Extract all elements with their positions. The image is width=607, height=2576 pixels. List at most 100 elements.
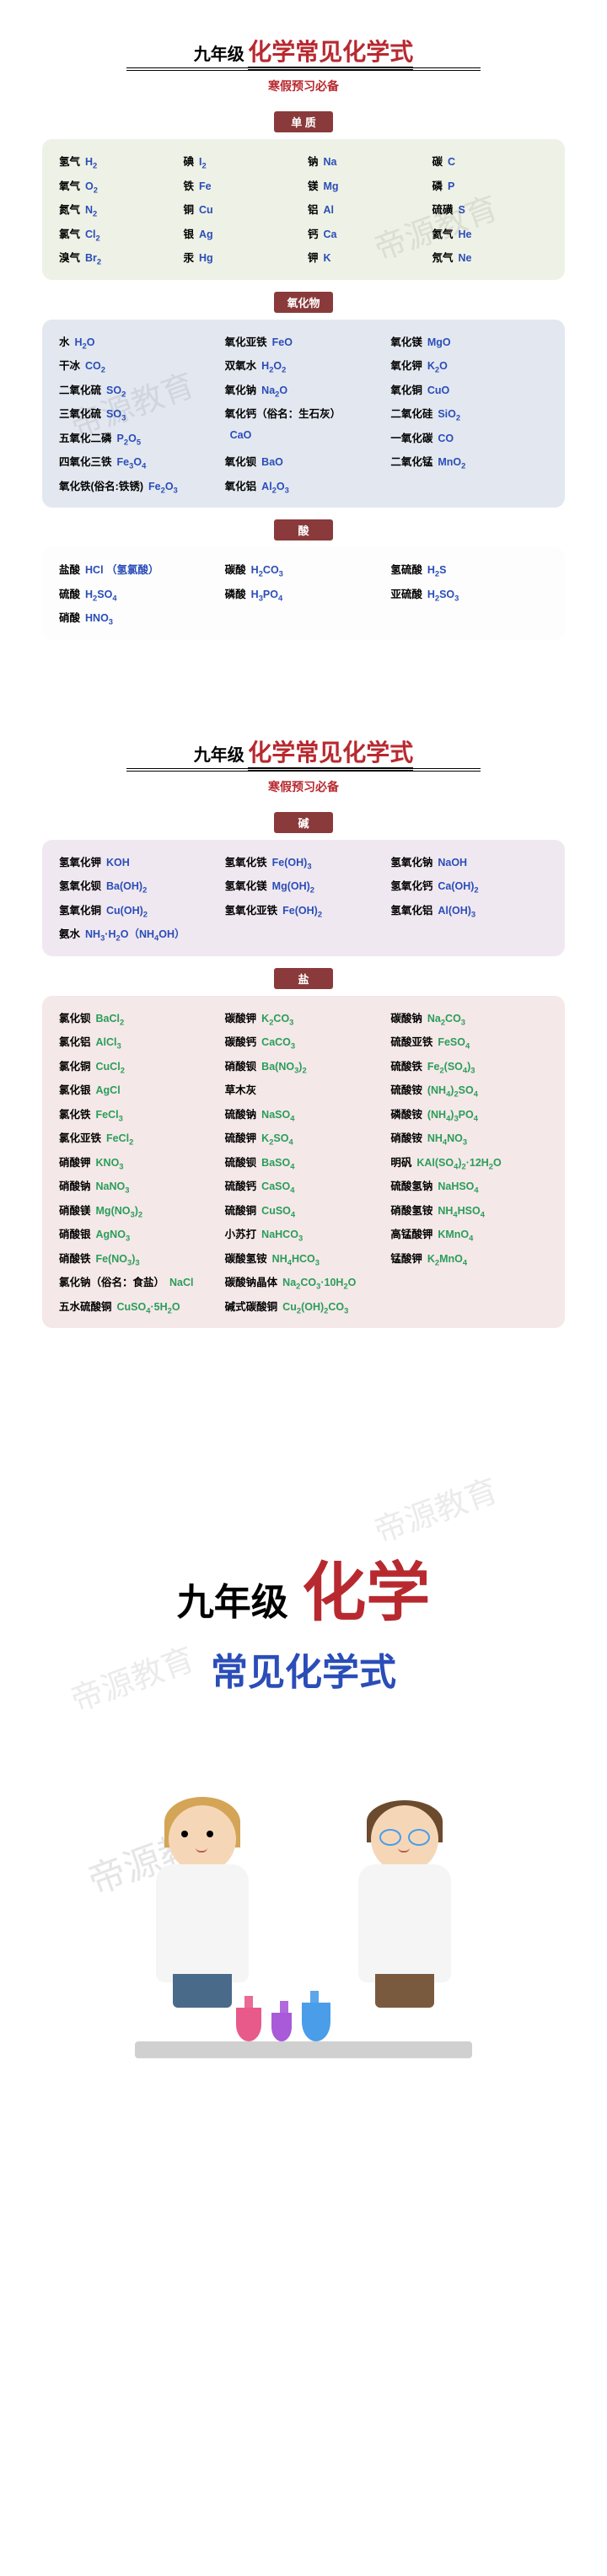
formula-item: 氢氧化铜Cu(OH)2 (59, 901, 217, 919)
formula-item (225, 609, 383, 627)
card-danzhi: 氢气H2碘I2钠Na碳C氧气O2铁Fe镁Mg磷P氮气N2铜Cu铝Al硫磺S氯气C… (42, 139, 565, 280)
illustration (34, 1797, 573, 2033)
formula-item: 氧化钙（俗名：生石灰） (225, 405, 383, 422)
title-main: 化学常见化学式 (248, 739, 413, 771)
cover-chem: 化学 (302, 1558, 430, 1629)
formula-item: 硝酸铵NH4NO3 (390, 1129, 548, 1147)
formula-item (225, 925, 383, 943)
card-yan: 氯化钡BaCl2碳酸钾K2CO3碳酸钠Na2CO3氯化铝AlCl3碳酸钙CaCO… (42, 996, 565, 1329)
formula-item: 氢硫酸H2S (390, 561, 548, 578)
formula-item: 小苏打NaHCO3 (225, 1225, 383, 1243)
formula-item: 硫酸H2SO4 (59, 585, 217, 603)
formula-item: 氯化钡BaCl2 (59, 1009, 217, 1027)
formula-item: 硝酸钾KNO3 (59, 1154, 217, 1171)
formula-item: 氦气He (432, 225, 549, 243)
formula-item: 磷酸H3PO4 (225, 585, 383, 603)
formula-item: 碳C (432, 153, 549, 170)
section-tag-yanghuawu: 氧化物 (274, 292, 333, 313)
person-boy (329, 1797, 481, 2033)
formula-item: 明矾KAl(SO4)2·12H2O (390, 1154, 548, 1171)
formula-item: 硫酸铜CuSO4 (225, 1202, 383, 1219)
formula-item (390, 1298, 548, 1315)
formula-item: 氧化镁MgO (390, 333, 548, 351)
formula-item: 硫酸铁Fe2(SO4)3 (390, 1057, 548, 1075)
section-tag-danzhi: 单 质 (274, 111, 333, 132)
formula-item: 五氧化二磷P2O5 (59, 429, 217, 447)
formula-item: 高锰酸钾KMnO4 (390, 1225, 548, 1243)
formula-item: 双氧水H2O2 (225, 357, 383, 374)
formula-item: 铁Fe (184, 177, 300, 195)
formula-item: 四氧化三铁Fe3O4 (59, 453, 217, 471)
formula-item: 干冰CO2 (59, 357, 217, 374)
formula-item: 氧化铁(俗名:铁锈)Fe2O3 (59, 477, 217, 495)
page-2: 帝源教育 帝源教育 九年级 化学常见化学式 寒假预习必备 碱 氢氧化钾KOH氢氧… (0, 701, 607, 1390)
formula-item (390, 477, 548, 495)
formula-item: 碳酸钠Na2CO3 (390, 1009, 548, 1027)
card-yanghuawu: 水H2O氧化亚铁FeO氧化镁MgO干冰CO2双氧水H2O2氧化钾K2O二氧化硫S… (42, 320, 565, 508)
formula-item: 硝酸氢铵NH4HSO4 (390, 1202, 548, 1219)
formula-item: 硫酸亚铁FeSO4 (390, 1033, 548, 1051)
formula-item: 氢气H2 (59, 153, 175, 170)
formula-item: 草木灰 (225, 1081, 383, 1099)
formula-item: 氢氧化铁Fe(OH)3 (225, 853, 383, 871)
person-girl (126, 1797, 278, 2033)
formula-item: 溴气Br2 (59, 249, 175, 266)
formula-item: 硫酸钙CaSO4 (225, 1177, 383, 1195)
cover-grade: 九年级 (177, 1582, 288, 1623)
title-main: 化学常见化学式 (248, 39, 413, 70)
card-jian: 氢氧化钾KOH氢氧化铁Fe(OH)3氢氧化钠NaOH氢氧化钡Ba(OH)2氢氧化… (42, 840, 565, 956)
grid-yanghuawu: 水H2O氧化亚铁FeO氧化镁MgO干冰CO2双氧水H2O2氧化钾K2O二氧化硫S… (59, 333, 548, 495)
card-suan: 盐酸HCl （氢氯酸） 碳酸H2CO3 氢硫酸H2S 硫酸H2SO4 磷酸H3PO4 亚硫… (42, 547, 565, 640)
formula-item: 盐酸HCl （氢氯酸） (59, 561, 217, 578)
formula-item: 亚硫酸H2SO3 (390, 585, 548, 603)
grid-yan: 氯化钡BaCl2碳酸钾K2CO3碳酸钠Na2CO3氯化铝AlCl3碳酸钙CaCO… (59, 1009, 548, 1315)
formula-item: 汞Hg (184, 249, 300, 266)
section-tag-suan: 酸 (274, 519, 333, 540)
formula-item: 硫磺S (432, 201, 549, 218)
formula-item: 碳酸H2CO3 (225, 561, 383, 578)
formula-item (390, 1273, 548, 1291)
formula-item (390, 925, 548, 943)
grid-danzhi: 氢气H2碘I2钠Na碳C氧气O2铁Fe镁Mg磷P氮气N2铜Cu铝Al硫磺S氯气C… (59, 153, 548, 266)
formula-item: 钾K (308, 249, 424, 266)
formula-item: 硝酸银AgNO3 (59, 1225, 217, 1243)
formula-item: 铝Al (308, 201, 424, 218)
grade-label: 九年级 (194, 46, 244, 64)
formula-item: 硝酸铁Fe(NO3)3 (59, 1250, 217, 1267)
formula-item: 氢氧化铝Al(OH)3 (390, 901, 548, 919)
page-1: 帝源教育 帝源教育 九年级 化学常见化学式 寒假预习必备 单 质 氢气H2碘I2… (0, 0, 607, 701)
section-tag-yan: 盐 (274, 968, 333, 989)
formula-item: 碳酸氢铵NH4HCO3 (225, 1250, 383, 1267)
formula-item: 镁Mg (308, 177, 424, 195)
formula-item: 氢氧化钠NaOH (390, 853, 548, 871)
formula-item: 氯化铁FeCl3 (59, 1105, 217, 1123)
formula-item: 氢氧化亚铁Fe(OH)2 (225, 901, 383, 919)
cover-sub: 常见化学式 (34, 1642, 573, 1696)
formula-item: 氧化钠Na2O (225, 381, 383, 399)
lab-table (135, 2041, 472, 2058)
formula-item: 钠Na (308, 153, 424, 170)
flasks (236, 2003, 330, 2041)
section-tag-jian: 碱 (274, 812, 333, 833)
grade-label: 九年级 (194, 746, 244, 765)
formula-item: 氧化钾K2O (390, 357, 548, 374)
formula-item: 硫酸钡BaSO4 (225, 1154, 383, 1171)
formula-item: 碳酸钾K2CO3 (225, 1009, 383, 1027)
formula-item: 氧化铝Al2O3 (225, 477, 383, 495)
formula-item: 氧气O2 (59, 177, 175, 195)
cover-page: 九年级 化学 常见化学式 帝源教育 (0, 1389, 607, 2084)
formula-item: 钙Ca (308, 225, 424, 243)
formula-item: 磷酸铵(NH4)3PO4 (390, 1105, 548, 1123)
formula-item: 硫酸钠NaSO4 (225, 1105, 383, 1123)
formula-item: 硝酸镁Mg(NO3)2 (59, 1202, 217, 1219)
formula-item: 银Ag (184, 225, 300, 243)
header-2: 九年级 化学常见化学式 寒假预习必备 (42, 734, 565, 795)
formula-item: 氯气Cl2 (59, 225, 175, 243)
formula-item: 磷P (432, 177, 549, 195)
formula-item: CaO (225, 429, 383, 447)
formula-item: 氯化钠（俗名：食盐）NaCl (59, 1273, 217, 1291)
grid-jian: 氢氧化钾KOH氢氧化铁Fe(OH)3氢氧化钠NaOH氢氧化钡Ba(OH)2氢氧化… (59, 853, 548, 943)
formula-item: 氢氧化钾KOH (59, 853, 217, 871)
grid-suan: 盐酸HCl （氢氯酸） 碳酸H2CO3 氢硫酸H2S 硫酸H2SO4 磷酸H3PO4 亚硫… (59, 561, 548, 627)
formula-item: 氢氧化镁Mg(OH)2 (225, 877, 383, 895)
